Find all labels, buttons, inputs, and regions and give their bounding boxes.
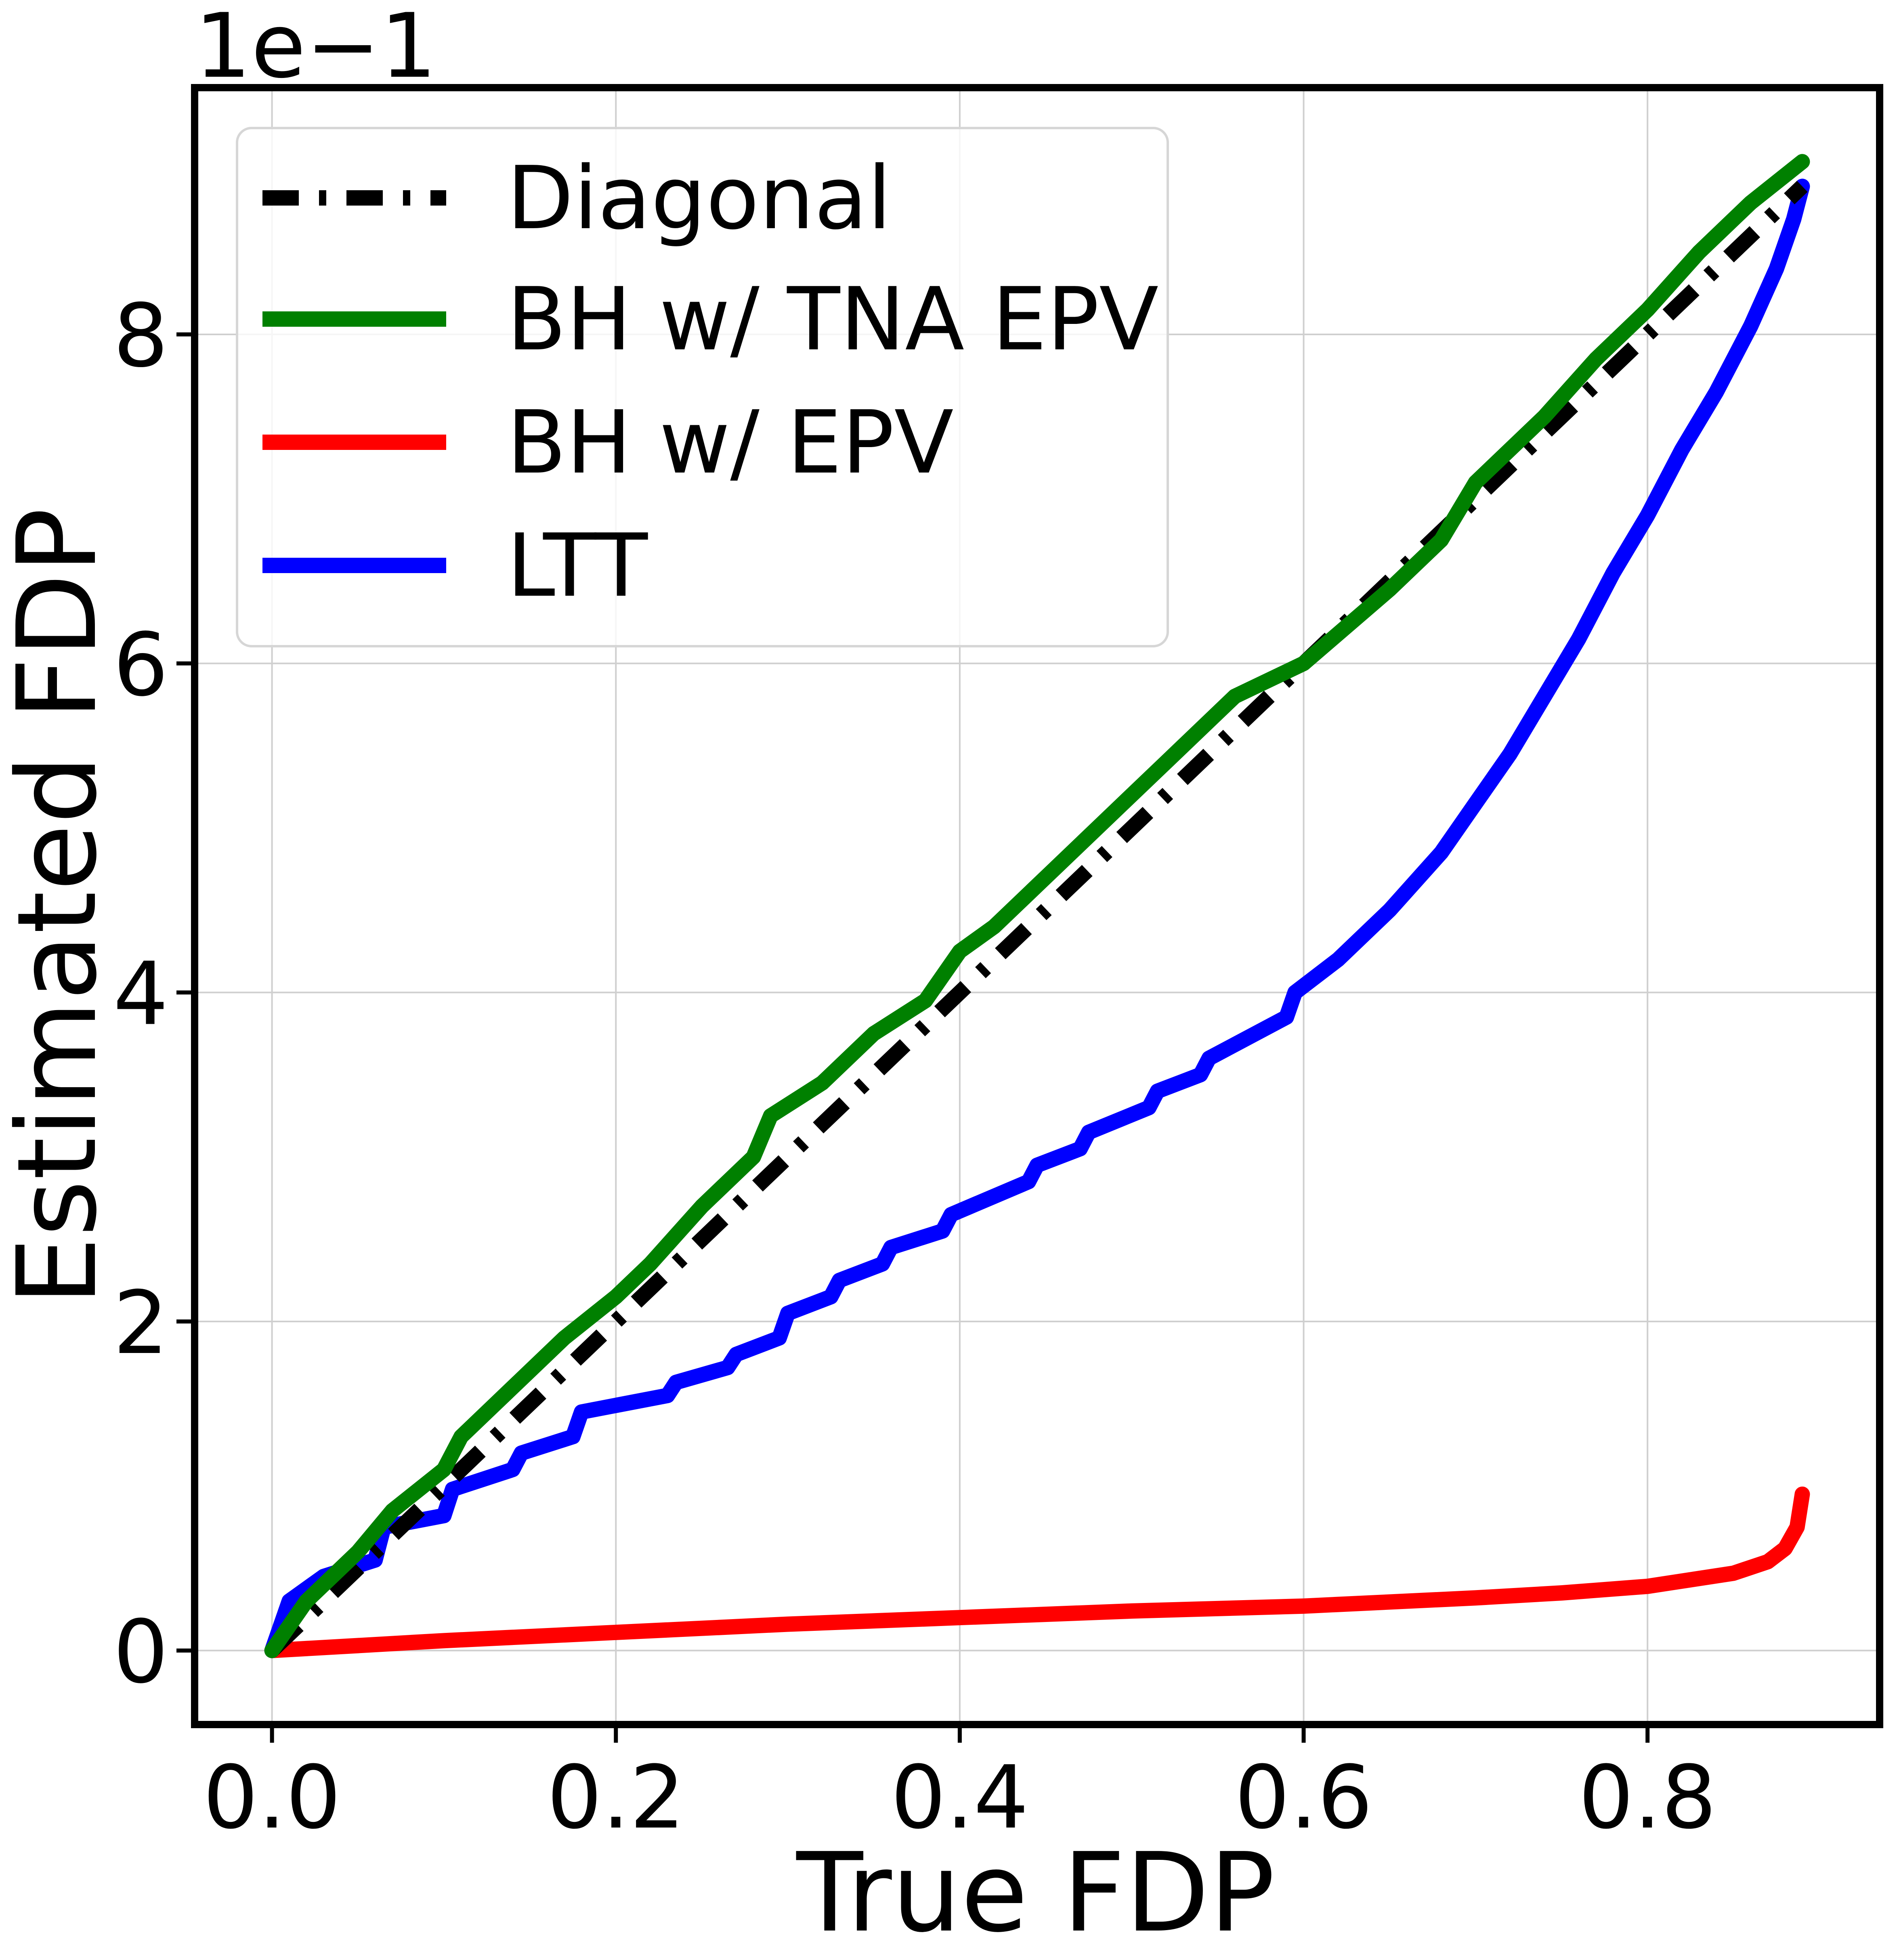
x-axis-label: True FDP — [795, 1829, 1275, 1956]
x-tick-label: 0.8 — [1578, 1747, 1717, 1848]
legend-label-3: LTT — [507, 515, 648, 616]
y-axis-ticks: 0 2 4 6 8 — [113, 285, 191, 1703]
y-tick-label: 6 — [113, 614, 168, 716]
legend-frame — [236, 127, 1169, 647]
legend-label-0: Diagonal — [507, 147, 892, 249]
y-tick-label: 0 — [113, 1601, 168, 1703]
legend-label-2: BH w/ EPV — [507, 392, 954, 493]
legend-label-1: BH w/ TNA EPV — [507, 269, 1158, 370]
plot-frame — [191, 84, 1883, 1728]
series-line-2 — [264, 1486, 1810, 1658]
y-tick-label: 4 — [113, 943, 168, 1044]
legend: Diagonal BH w/ TNA EPV BH w/ EPV LTT — [236, 127, 1169, 647]
x-tick-label: 0.6 — [1235, 1747, 1373, 1848]
x-axis-ticks: 0.0 0.2 0.4 0.6 0.8 — [203, 1728, 1717, 1848]
y-tick-label: 8 — [113, 285, 168, 387]
series-line-1 — [264, 154, 1810, 1658]
x-tick-label: 0.2 — [547, 1747, 685, 1848]
x-tick-label: 0.4 — [891, 1747, 1029, 1848]
series-line-3 — [264, 179, 1810, 1658]
series-layer — [264, 154, 1810, 1658]
y-tick-label: 2 — [113, 1272, 168, 1374]
x-tick-label: 0.0 — [203, 1747, 341, 1848]
y-axis-label: Estimated FDP — [0, 508, 121, 1306]
y-axis-offset-text: 1e−1 — [195, 0, 437, 98]
series-line-0 — [267, 181, 1808, 1656]
